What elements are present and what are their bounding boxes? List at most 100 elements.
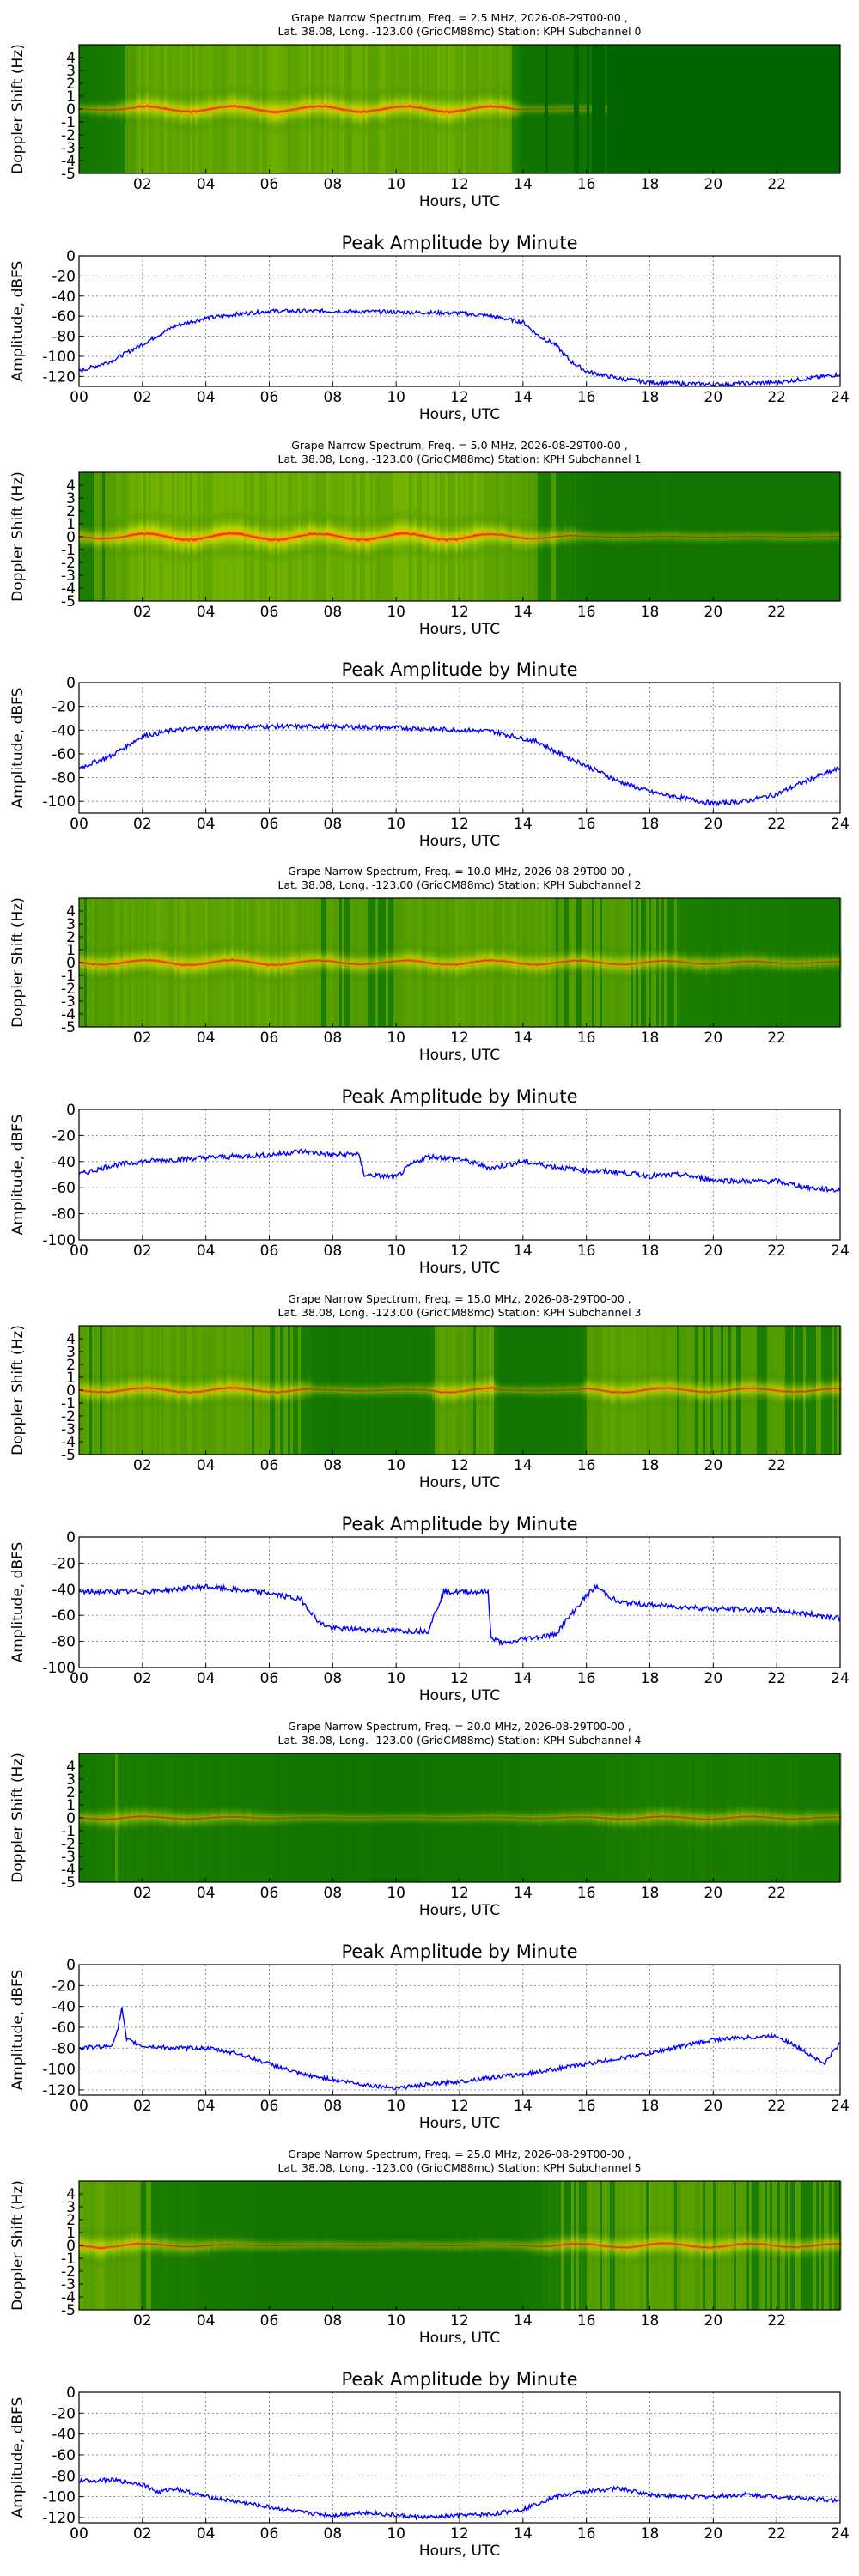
spectrum-carrier: [525, 946, 527, 981]
spectrum-carrier: [726, 526, 728, 547]
spectrum-signal-band: [79, 472, 842, 601]
spectrum-carrier: [406, 86, 409, 127]
spectrum-carrier: [373, 1809, 375, 1827]
spectrum-carrier: [517, 1381, 520, 1400]
y-tick-label: -4: [61, 580, 76, 598]
spectrum-carrier: [185, 2232, 187, 2262]
x-tick-label: 18: [641, 1670, 660, 1687]
spectrum-carrier: [605, 526, 607, 547]
spectrum-carrier: [110, 519, 113, 557]
x-tick-label: 18: [641, 2525, 660, 2543]
x-axis-label: Hours, UTC: [419, 833, 500, 850]
spectrum-carrier: [664, 944, 667, 978]
spectrum-carrier: [798, 950, 801, 977]
spectrum-carrier: [512, 93, 515, 125]
spectrum-carrier: [512, 516, 515, 557]
spectrum-carrier: [721, 2229, 723, 2264]
spectrum-carrier: [466, 514, 468, 561]
spectrum-carrier: [192, 91, 195, 131]
spectrum-carrier: [198, 90, 200, 132]
spectrum-carrier: [824, 950, 826, 975]
spectrum-title-line2: Lat. 38.08, Long. -123.00 (GridCM88mc) S…: [278, 1306, 642, 1319]
spectrum-carrier: [236, 1369, 239, 1407]
spectrum-carrier: [455, 514, 458, 565]
spectrum-carrier: [669, 526, 672, 547]
spectrum-carrier: [110, 96, 113, 124]
spectrum-carrier: [682, 1373, 685, 1406]
spectrum-carrier: [780, 2229, 783, 2263]
x-tick-label: 12: [450, 2312, 469, 2330]
spectrum-carrier: [321, 88, 324, 126]
spectrum-carrier: [208, 2232, 210, 2260]
spectrum-carrier: [718, 2227, 721, 2266]
spectrum-carrier: [589, 1371, 592, 1406]
spectrum-carrier: [832, 948, 834, 975]
x-tick-label: 20: [704, 389, 723, 406]
spectrum-carrier: [334, 1379, 337, 1401]
spectrum-carrier: [347, 947, 350, 980]
spectrum-carrier: [169, 945, 172, 981]
spectrum-carrier: [177, 516, 180, 562]
spectrum-carrier: [442, 88, 445, 135]
spectrum-carrier: [476, 89, 478, 126]
spectrum-carrier: [494, 2234, 497, 2256]
spectrum-carrier: [177, 91, 180, 130]
spectrum-carrier: [319, 941, 321, 980]
spectrum-carrier: [620, 526, 623, 548]
spectrum-carrier: [136, 1801, 138, 1832]
spectrum-carrier: [569, 2228, 571, 2260]
spectrum-carrier: [553, 945, 556, 981]
spectrum-carrier: [754, 2228, 757, 2260]
spectrum-carrier: [741, 526, 744, 546]
spectrum-carrier: [205, 89, 208, 131]
spectrum-carrier: [190, 88, 192, 136]
spectrum-carrier: [450, 945, 453, 984]
spectrum-carrier: [280, 517, 283, 562]
spectrum-carrier: [393, 87, 396, 128]
spectrum-carrier: [453, 2235, 455, 2256]
spectrum-carrier: [118, 516, 120, 559]
spectrum-carrier: [734, 947, 736, 977]
spectrum-carrier: [156, 509, 159, 560]
spectrum-carrier: [808, 950, 811, 976]
spectrum-carrier: [679, 2227, 682, 2262]
spectrum-carrier: [716, 1375, 718, 1409]
spectrum-carrier: [522, 520, 525, 556]
spectrum-carrier: [254, 513, 257, 562]
spectrum-carrier: [525, 100, 527, 118]
spectrum-carrier: [110, 1803, 113, 1834]
y-tick-label: -20: [52, 699, 76, 716]
amplitude-title: Peak Amplitude by Minute: [342, 233, 578, 253]
spectrum-carrier: [484, 513, 486, 555]
spectrum-carrier: [324, 2235, 326, 2255]
x-tick-label: 08: [324, 2525, 343, 2543]
spectrum-carrier: [669, 1370, 672, 1406]
spectrum-carrier: [819, 526, 821, 547]
spectrum-carrier: [375, 91, 378, 129]
spectrum-carrier: [772, 2227, 775, 2263]
y-axis-label: Amplitude, dBFS: [9, 2397, 27, 2518]
spectrum-carrier: [399, 1809, 401, 1826]
spectrum-carrier: [332, 86, 334, 130]
spectrum-carrier: [545, 1807, 548, 1830]
spectrum-carrier: [659, 2224, 661, 2263]
spectrum-carrier: [718, 949, 721, 977]
x-tick-label: 20: [704, 176, 723, 193]
spectrum-carrier: [357, 1808, 360, 1827]
y-tick-label: -2: [61, 2263, 76, 2281]
spectrum-carrier: [131, 1369, 133, 1409]
spectrum-carrier: [736, 526, 739, 547]
spectrum-carrier: [113, 2228, 115, 2265]
spectrum-carrier: [430, 2236, 432, 2256]
x-tick-label: 14: [514, 604, 533, 621]
spectrum-carrier: [731, 1803, 734, 1832]
x-tick-label: 16: [577, 176, 596, 193]
spectrum-carrier: [146, 2227, 149, 2261]
spectrum-carrier: [257, 90, 259, 130]
spectrum-carrier: [834, 526, 837, 546]
spectrum-carrier: [481, 941, 484, 981]
spectrum-carrier: [682, 526, 685, 547]
spectrum-carrier: [618, 2230, 620, 2265]
spectrum-carrier: [223, 88, 226, 126]
spectrum-carrier: [97, 1805, 100, 1833]
